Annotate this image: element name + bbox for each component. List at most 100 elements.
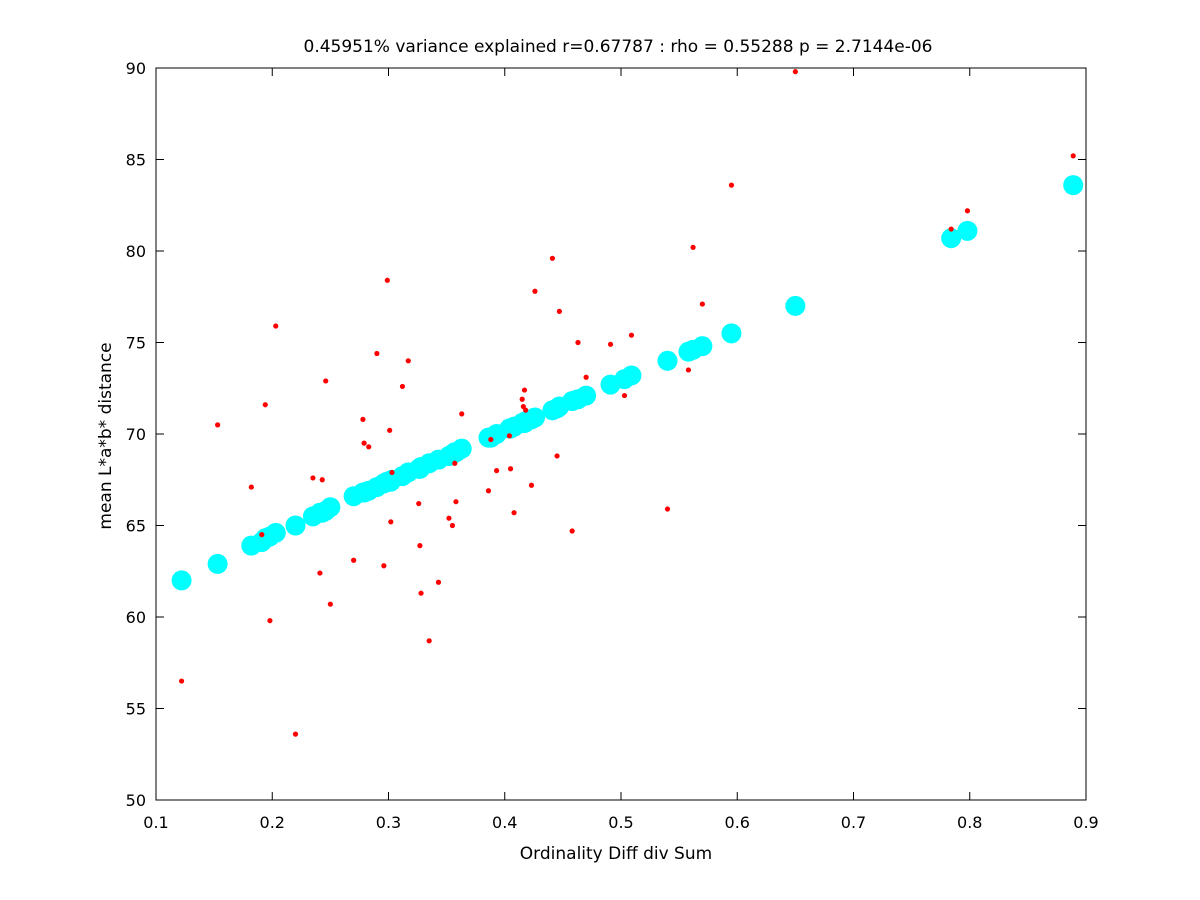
data-point (435, 579, 442, 585)
data-point (374, 350, 380, 357)
fitted-point (320, 497, 341, 518)
data-point (418, 590, 424, 596)
data-point (416, 500, 422, 507)
data-point (485, 488, 492, 494)
data-point (494, 468, 500, 474)
fitted-point (265, 522, 286, 543)
data-point (664, 506, 671, 512)
fitted-point (171, 570, 192, 591)
data-point (310, 475, 316, 481)
fitted-point (692, 336, 713, 357)
x-tick-label: 0.1 (143, 813, 168, 832)
data-point (446, 515, 452, 521)
data-point (583, 374, 589, 380)
data-point (690, 244, 696, 250)
y-tick-label: 75 (126, 334, 146, 353)
data-point (259, 532, 265, 538)
data-point (569, 528, 575, 534)
data-point (964, 208, 971, 214)
y-tick-label: 80 (126, 242, 146, 261)
y-tick-label: 60 (126, 608, 146, 627)
plot-marks (171, 69, 1084, 737)
fitted-point (785, 295, 806, 316)
data-point (507, 466, 514, 472)
data-point (459, 411, 465, 417)
axis-ticks: 0.1 0.2 0.3 0.4 0.5 0.6 0.7 0.8 0.9 50 55 60 65 70 75 8… (126, 59, 1099, 832)
data-point (405, 358, 411, 364)
x-tick-label: 0.7 (841, 813, 866, 832)
data-point (488, 436, 494, 443)
data-point (381, 563, 387, 569)
data-point (317, 570, 323, 576)
y-tick-label: 65 (126, 517, 146, 536)
x-tick-label: 0.4 (492, 813, 517, 832)
fitted-point (207, 553, 228, 574)
data-point (1070, 153, 1076, 159)
data-point (523, 407, 529, 413)
data-point (399, 383, 406, 390)
data-point (389, 469, 395, 476)
data-point (388, 519, 394, 525)
y-tick-label: 70 (126, 425, 146, 444)
data-point (178, 678, 185, 684)
data-point (521, 387, 528, 393)
fitted-point (957, 220, 978, 241)
chart-title: 0.45951% variance explained r=0.67787 : … (304, 37, 933, 57)
data-point (628, 332, 635, 338)
y-tick-label: 50 (126, 791, 146, 810)
data-point (267, 618, 273, 624)
data-point (360, 416, 366, 422)
y-axis-label: mean L*a*b* distance (96, 342, 116, 529)
data-point (621, 392, 628, 399)
x-tick-label: 0.5 (608, 813, 633, 832)
fitted-point (524, 407, 545, 428)
data-point (549, 255, 556, 261)
data-point (528, 482, 535, 488)
fitted-point (1063, 175, 1084, 196)
y-tick-label: 55 (126, 700, 146, 719)
fitted-point (941, 228, 962, 249)
data-point (384, 277, 390, 283)
fitted-point (721, 323, 742, 344)
data-point (511, 510, 517, 516)
x-tick-label: 0.8 (957, 813, 982, 832)
y-tick-label: 90 (126, 59, 146, 78)
data-point (453, 499, 459, 505)
data-point (426, 638, 432, 644)
data-point (366, 444, 372, 450)
data-point (248, 484, 254, 490)
data-point (532, 288, 538, 294)
data-point (262, 402, 268, 408)
data-point (387, 427, 393, 433)
x-tick-label: 0.6 (725, 813, 750, 832)
fitted-point (576, 385, 597, 406)
data-point (452, 460, 458, 466)
data-point (319, 477, 325, 483)
data-point (948, 226, 954, 232)
data-point (417, 543, 423, 549)
y-tick-label: 85 (126, 151, 146, 170)
data-point (273, 323, 279, 329)
data-point (292, 731, 299, 737)
data-point (685, 367, 692, 373)
data-point (215, 422, 221, 428)
data-point (327, 601, 333, 607)
data-point (575, 339, 581, 346)
fitted-point (451, 438, 472, 459)
data-point (554, 453, 560, 459)
data-point (607, 341, 614, 347)
data-point (519, 396, 525, 402)
data-point (323, 378, 329, 384)
data-point (728, 182, 735, 188)
x-tick-label: 0.2 (260, 813, 285, 832)
x-tick-label: 0.3 (376, 813, 401, 832)
fitted-point (657, 350, 678, 371)
x-axis-label: Ordinality Diff div Sum (520, 844, 712, 864)
data-point (556, 308, 562, 314)
data-point (449, 522, 456, 529)
data-point (361, 440, 367, 446)
data-point (699, 301, 705, 307)
data-point (351, 557, 357, 563)
